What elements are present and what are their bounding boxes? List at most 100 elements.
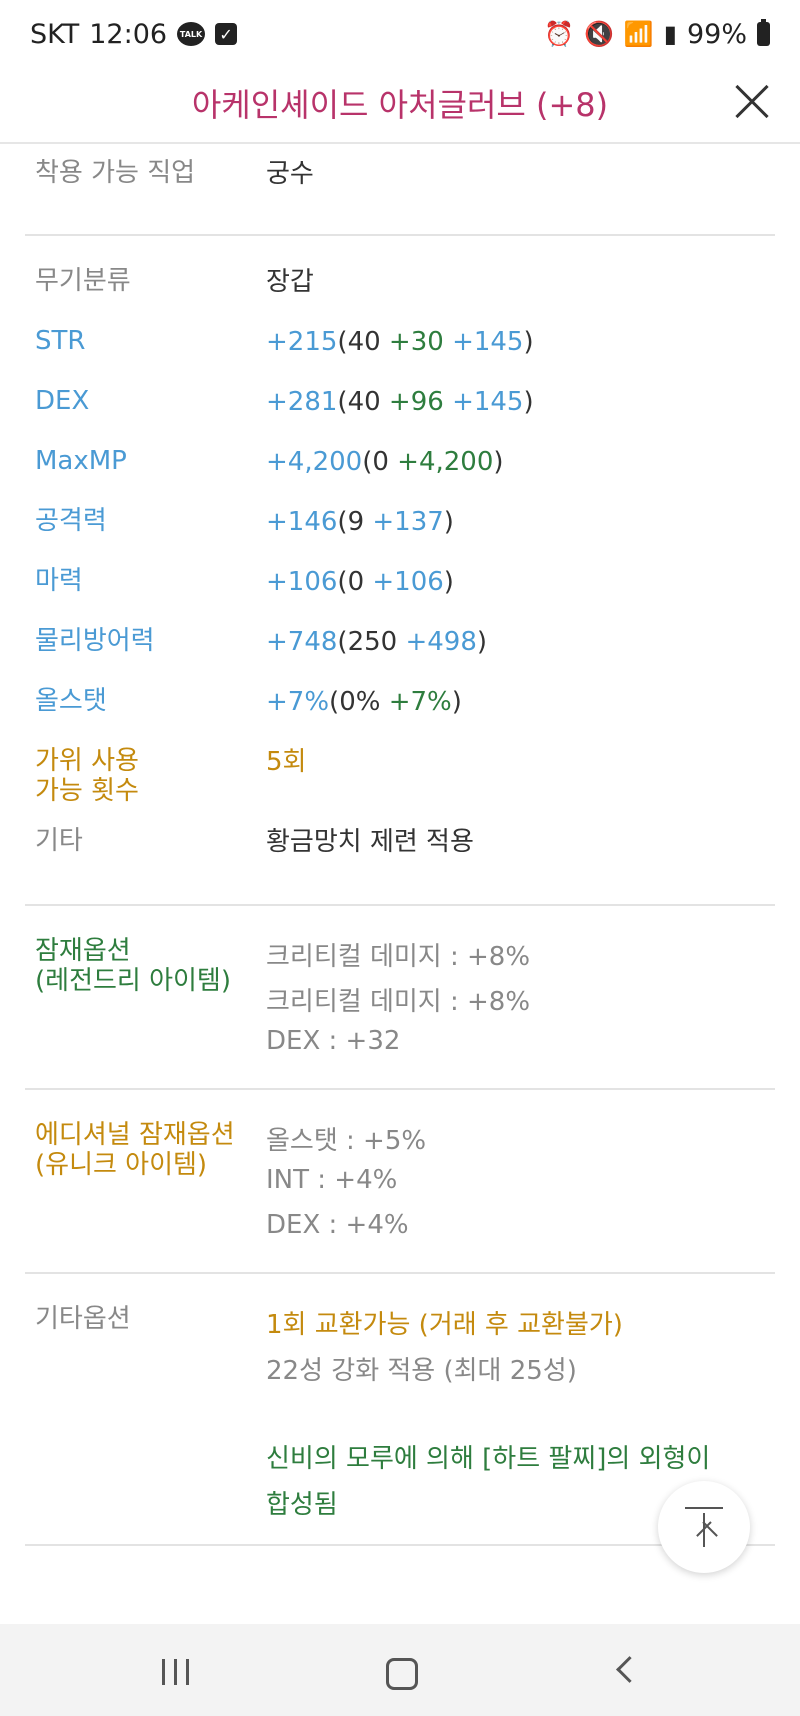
stat-enhance: +145 [452, 327, 524, 357]
stat-enhance: +137 [372, 507, 444, 537]
stat-label-magic: 마력 [35, 566, 83, 596]
item-detail-header: 아케인셰이드 아처글러브 (+8) [0, 68, 800, 144]
stat-total: +4,200 [266, 447, 363, 477]
stat-label-maxmp: MaxMP [35, 446, 127, 476]
stat-close: ) [443, 567, 454, 597]
battery-percent: 99% [686, 18, 747, 50]
stat-bonus: +4,200 [397, 447, 494, 477]
kakaotalk-icon: TALK [177, 22, 206, 46]
scissors-label-line1: 가위 사용 [35, 746, 139, 776]
stat-enhance: +106 [372, 567, 444, 597]
stat-bonus: +7% [388, 687, 452, 717]
potential-line-1: 크리티컬 데미지 : +8% [266, 942, 531, 972]
battery-icon [757, 19, 770, 46]
stat-label-attack: 공격력 [35, 506, 107, 536]
clock: 12:06 [89, 18, 168, 50]
fusion-line-1: 신비의 모루에 의해 [하트 팔찌]의 외형이 [266, 1444, 711, 1474]
carrier-label: SKT [30, 18, 80, 50]
stat-label-dex: DEX [35, 386, 90, 416]
alarm-icon: ⏰ [544, 20, 574, 48]
stat-base: (250 [337, 627, 406, 657]
stat-close: ) [493, 447, 504, 477]
scissors-label: 가위 사용 가능 횟수 [35, 746, 139, 806]
recent-apps-icon[interactable] [162, 1659, 192, 1685]
potential-label: 잠재옵션 (레전드리 아이템) [35, 936, 231, 996]
job-section: 착용 가능 직업 궁수 [25, 144, 775, 236]
stat-value-maxmp: +4,200(0 +4,200) [266, 446, 504, 478]
stat-space [444, 387, 452, 417]
stat-value-dex: +281(40 +96 +145) [266, 386, 534, 418]
potential-line-2: 크리티컬 데미지 : +8% [266, 987, 531, 1017]
status-bar: SKT 12:06 TALK ✓ ⏰ 🔇 📶 ▮ 99% [0, 0, 800, 68]
exchange-status: 1회 교환가능 (거래 후 교환불가) [266, 1310, 623, 1340]
stat-space [444, 327, 452, 357]
status-bar-right: ⏰ 🔇 📶 ▮ 99% [544, 19, 770, 50]
checkbox-notification-icon: ✓ [215, 23, 238, 45]
android-nav-bar [0, 1624, 800, 1716]
other-options-label: 기타옵션 [35, 1304, 131, 1334]
stat-total: +215 [266, 327, 338, 357]
stat-enhance: +498 [405, 627, 477, 657]
stat-label-allstat: 올스탯 [35, 686, 107, 716]
stat-value-defense: +748(250 +498) [266, 626, 487, 658]
stat-close: ) [523, 387, 534, 417]
starforce-status: 22성 강화 적용 (최대 25성) [266, 1356, 577, 1386]
stat-total: +146 [266, 507, 338, 537]
category-value: 장갑 [266, 267, 314, 297]
stat-bonus: +30 [388, 327, 444, 357]
potential-label-line2: (레전드리 아이템) [35, 966, 231, 996]
stat-base: (0% [329, 687, 389, 717]
job-value: 궁수 [266, 159, 314, 189]
stat-value-attack: +146(9 +137) [266, 506, 454, 538]
stat-enhance: +145 [452, 387, 524, 417]
potential-section: 잠재옵션 (레전드리 아이템) 크리티컬 데미지 : +8% 크리티컬 데미지 :… [25, 906, 775, 1090]
etc-label: 기타 [35, 826, 83, 856]
additional-potential-label: 에디셔널 잠재옵션 (유니크 아이템) [35, 1120, 235, 1180]
stat-total: +7% [266, 687, 330, 717]
stat-value-str: +215(40 +30 +145) [266, 326, 534, 358]
stat-value-allstat: +7%(0% +7%) [266, 686, 462, 718]
stat-base: (9 [337, 507, 373, 537]
stat-close: ) [451, 687, 462, 717]
additional-potential-label-line2: (유니크 아이템) [35, 1150, 208, 1180]
stat-base: (0 [362, 447, 398, 477]
additional-potential-label-line1: 에디셔널 잠재옵션 [35, 1120, 235, 1150]
mute-icon: 🔇 [583, 20, 614, 48]
scroll-to-top-button[interactable] [658, 1481, 750, 1573]
stat-label-str: STR [35, 326, 86, 356]
stat-total: +106 [266, 567, 338, 597]
additional-potential-line-2: INT : +4% [266, 1165, 398, 1195]
stat-base: (40 [337, 327, 389, 357]
back-icon[interactable] [616, 1656, 643, 1683]
home-icon[interactable] [386, 1658, 418, 1690]
scissors-label-line2: 가능 횟수 [35, 776, 139, 806]
stat-base: (40 [337, 387, 389, 417]
additional-potential-section: 에디셔널 잠재옵션 (유니크 아이템) 올스탯 : +5% INT : +4% D… [25, 1090, 775, 1274]
stat-close: ) [476, 627, 488, 657]
additional-potential-line-3: DEX : +4% [266, 1210, 409, 1240]
scissors-value: 5회 [266, 747, 307, 777]
stat-close: ) [443, 507, 454, 537]
other-options-section: 기타옵션 1회 교환가능 (거래 후 교환불가) 22성 강화 적용 (최대 2… [25, 1274, 775, 1546]
stat-total: +748 [266, 627, 338, 657]
additional-potential-line-1: 올스탯 : +5% [266, 1126, 427, 1156]
stat-close: ) [523, 327, 534, 357]
close-icon[interactable] [732, 82, 772, 122]
item-title: 아케인셰이드 아처글러브 (+8) [191, 86, 609, 124]
talk-icon-label: TALK [179, 29, 203, 39]
stat-label-defense: 물리방어력 [35, 626, 155, 656]
potential-line-3: DEX : +32 [266, 1026, 401, 1056]
potential-label-line1: 잠재옵션 [35, 936, 131, 966]
category-label: 무기분류 [35, 266, 131, 296]
etc-value: 황금망치 제련 적용 [266, 827, 474, 857]
stats-section: 무기분류 장갑 STR +215(40 +30 +145) DEX +281(4… [25, 236, 775, 906]
stat-total: +281 [266, 387, 338, 417]
stat-base: (0 [337, 567, 373, 597]
signal-icon: ▮ [663, 20, 677, 48]
wifi-icon: 📶 [623, 20, 654, 48]
stat-value-magic: +106(0 +106) [266, 566, 454, 598]
status-bar-left: SKT 12:06 TALK ✓ [30, 18, 238, 50]
stat-bonus: +96 [388, 387, 444, 417]
job-label: 착용 가능 직업 [35, 158, 196, 188]
item-detail-content: 착용 가능 직업 궁수 무기분류 장갑 STR +215(40 +30 +145… [25, 144, 775, 1546]
